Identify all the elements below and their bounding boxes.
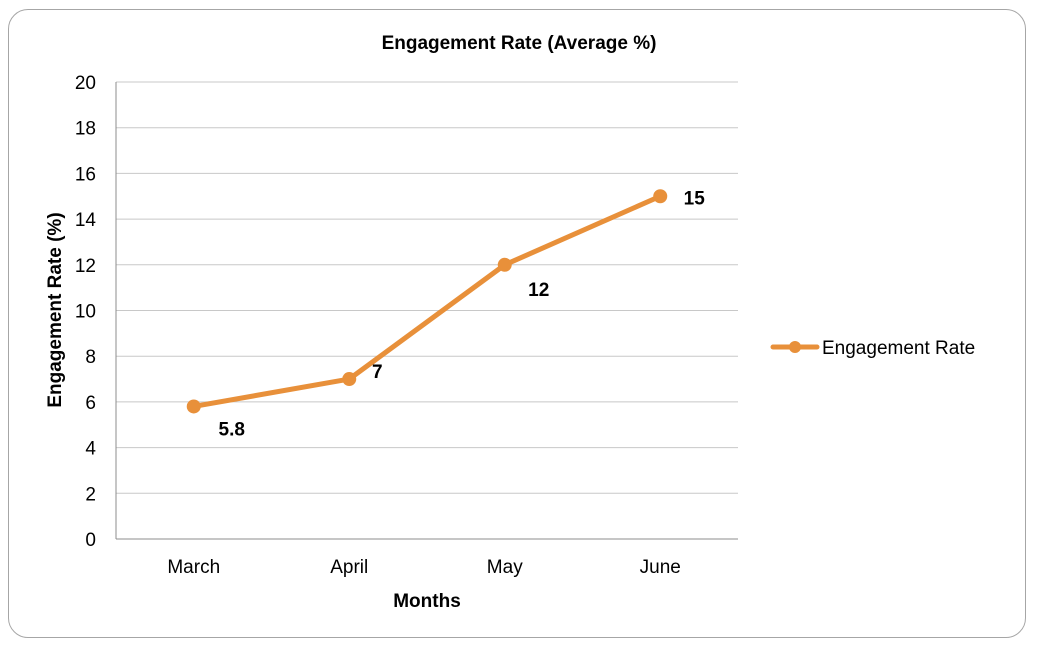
x-axis-title: Months — [393, 591, 461, 612]
series-line — [191, 193, 663, 409]
chart-title: Engagement Rate (Average %) — [382, 33, 657, 54]
y-tick-label: 16 — [75, 164, 96, 185]
y-tick-label: 12 — [75, 256, 96, 277]
data-label: 7 — [372, 362, 383, 383]
chart-frame — [8, 9, 1026, 638]
legend-point-marker — [789, 341, 801, 353]
data-labels: 5.8 7 12 15 — [219, 188, 706, 440]
y-tick-label: 6 — [85, 393, 96, 414]
y-tick-label: 2 — [85, 484, 96, 505]
data-point — [653, 189, 668, 204]
data-label: 15 — [684, 188, 706, 209]
x-tick-label: June — [640, 557, 681, 578]
y-tick-labels: 0 2 4 6 8 10 12 14 16 18 20 — [75, 73, 97, 551]
x-tick-label: March — [167, 557, 220, 578]
data-label: 5.8 — [219, 419, 245, 440]
y-tick-label: 4 — [85, 439, 96, 460]
legend: Engagement Rate — [770, 338, 975, 359]
x-tick-label: May — [487, 557, 523, 578]
series-engagement-rate — [186, 189, 668, 414]
y-tick-label: 10 — [75, 302, 96, 323]
y-tick-label: 20 — [75, 73, 96, 94]
legend-label: Engagement Rate — [822, 338, 975, 359]
data-point — [342, 372, 357, 387]
y-tick-label: 14 — [75, 210, 97, 231]
data-label: 12 — [528, 280, 549, 301]
x-tick-label: April — [330, 557, 368, 578]
y-axis-title: Engagement Rate (%) — [45, 212, 66, 407]
data-point — [186, 399, 201, 414]
x-tick-labels: March April May June — [167, 557, 681, 578]
data-point — [497, 257, 512, 272]
y-tick-label: 18 — [75, 119, 96, 140]
y-tick-label: 8 — [85, 347, 96, 368]
gridlines — [116, 81, 738, 494]
y-tick-label: 0 — [85, 530, 96, 551]
